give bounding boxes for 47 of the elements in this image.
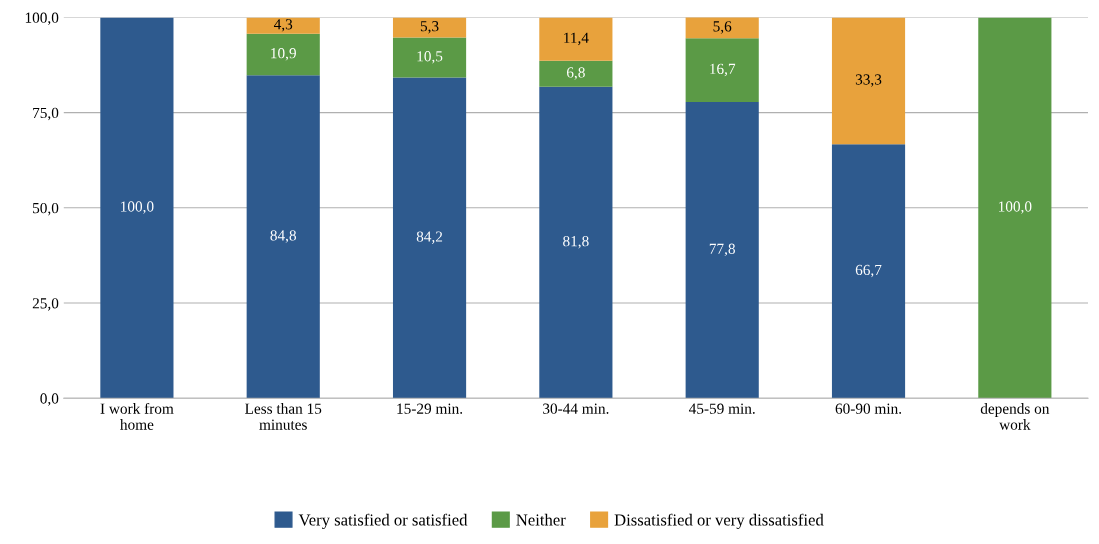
bar: [246, 17, 320, 34]
x-tick-label: 15-29 min.: [397, 403, 463, 414]
bar: [539, 17, 613, 61]
data-label: 10,5: [417, 51, 443, 64]
x-tick-label: I work from home: [100, 402, 174, 430]
bar: [685, 101, 759, 399]
legend-label: Very satisfied or satisfied: [298, 513, 468, 529]
data-label: 84,2: [416, 231, 443, 244]
data-label: 6,8: [566, 67, 585, 80]
data-label: 11,4: [564, 32, 589, 46]
y-tick-label: 100,0: [25, 12, 59, 26]
x-tick-label: depends on work: [980, 403, 1050, 430]
data-label: 5,6: [713, 21, 732, 34]
bar: [100, 17, 174, 399]
bar: [978, 17, 1052, 399]
data-label: 81,8: [563, 235, 589, 249]
x-tick-label: 45-59 min.: [688, 403, 755, 414]
legend-label: Dissatisfied or very dissatisfied: [614, 513, 824, 529]
bar: [539, 60, 613, 87]
data-label: 100,0: [121, 201, 154, 214]
y-tick-label: 50,0: [33, 202, 59, 216]
bar: [539, 86, 613, 399]
bar: [831, 17, 906, 145]
y-tick-label: 25,0: [32, 298, 59, 311]
bar: [392, 77, 467, 399]
bar: [685, 17, 759, 39]
data-label: 84,8: [270, 230, 297, 243]
data-label: 10,9: [271, 48, 296, 61]
bar: [392, 37, 467, 78]
data-label: 100,0: [999, 201, 1032, 214]
y-tick-label: 75,0: [33, 107, 59, 121]
data-label: 5,3: [420, 21, 439, 34]
data-label: 77,8: [709, 243, 735, 257]
y-tick-label: 0,0: [40, 393, 59, 406]
bar: [831, 144, 906, 399]
x-tick-label: 30-44 min.: [543, 403, 609, 414]
data-label: 16,7: [710, 63, 736, 77]
x-tick-label: Less than 15 minutes: [245, 403, 322, 430]
data-label: 4,3: [273, 19, 293, 32]
bar: [685, 38, 759, 102]
x-tick-label: 60-90 min.: [835, 403, 902, 414]
data-label: 66,7: [855, 264, 882, 278]
bar: [392, 17, 467, 38]
data-label: 33,3: [855, 74, 882, 87]
legend-label: Neither: [516, 513, 566, 526]
bar: [246, 33, 320, 76]
bar: [246, 75, 320, 399]
